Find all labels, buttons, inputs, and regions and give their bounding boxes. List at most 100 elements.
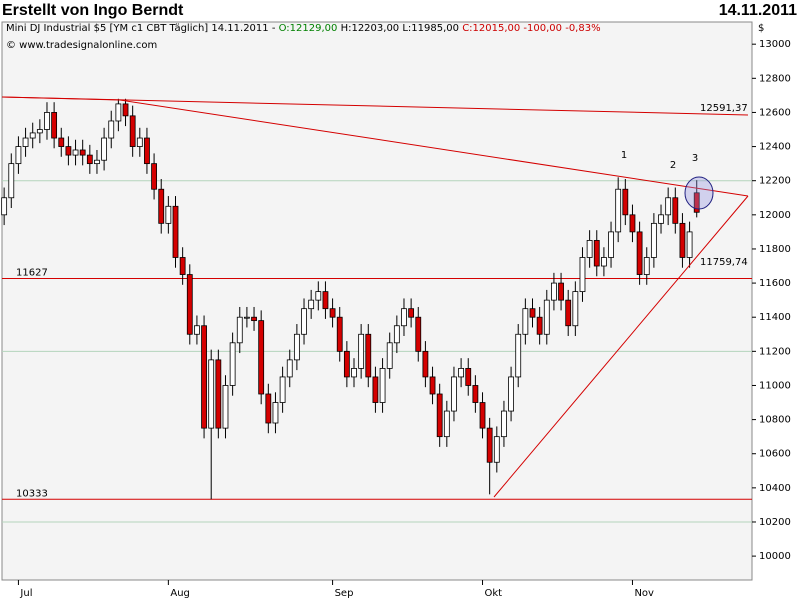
candle-body bbox=[551, 282, 557, 301]
candle-body bbox=[172, 205, 179, 258]
candle-body bbox=[1, 197, 8, 216]
candle-body bbox=[236, 316, 243, 344]
candle-body bbox=[479, 402, 486, 429]
wave-label: 1 bbox=[621, 150, 627, 161]
y-tick-label: 12000 bbox=[759, 210, 791, 221]
candle-body bbox=[151, 163, 157, 190]
candle-body bbox=[693, 192, 700, 213]
candle-body bbox=[586, 240, 593, 258]
candle-body bbox=[501, 410, 507, 438]
candle-body bbox=[194, 325, 200, 335]
x-tick-label: Sep bbox=[335, 588, 354, 599]
candle-body bbox=[286, 359, 293, 378]
candle-body bbox=[658, 214, 664, 224]
candle-body bbox=[129, 115, 136, 147]
candle-body bbox=[465, 368, 472, 386]
candle-body bbox=[543, 299, 550, 335]
candle-body bbox=[308, 299, 315, 310]
candle-body bbox=[29, 132, 36, 139]
y-tick-label: 11400 bbox=[759, 312, 791, 323]
candle-body bbox=[15, 146, 22, 165]
y-tick-label: 11200 bbox=[759, 346, 791, 357]
info-part: H:12203,00 L:11985,00 bbox=[337, 23, 462, 34]
y-tick-label: 11000 bbox=[759, 380, 791, 391]
candle-body bbox=[108, 120, 115, 139]
candle-body bbox=[458, 368, 465, 378]
trendline bbox=[1, 96, 121, 101]
candle-body bbox=[322, 291, 329, 310]
trendline bbox=[493, 195, 749, 498]
candle-body bbox=[686, 231, 693, 258]
candle-body bbox=[36, 129, 43, 134]
currency: $ bbox=[758, 23, 764, 34]
candle-body bbox=[643, 257, 650, 275]
candle-body bbox=[572, 291, 579, 327]
y-tick-label: 10600 bbox=[759, 449, 791, 460]
candle-body bbox=[422, 350, 429, 378]
info-part: O:12129,00 bbox=[279, 23, 338, 34]
candle-body bbox=[179, 257, 186, 275]
candle-body bbox=[79, 149, 86, 156]
chart-date: 14.11.2011 bbox=[719, 2, 797, 19]
candle-body bbox=[379, 368, 386, 403]
candle-body bbox=[336, 316, 343, 352]
candle-body bbox=[415, 316, 422, 352]
candle-body bbox=[579, 257, 586, 293]
x-tick-label: Nov bbox=[634, 588, 654, 599]
candle-body bbox=[279, 376, 286, 403]
y-tick-label: 10000 bbox=[759, 551, 791, 562]
candle-body bbox=[565, 299, 572, 327]
candle-body bbox=[186, 274, 193, 335]
candle-body bbox=[636, 231, 643, 275]
level-label: 10333 bbox=[16, 488, 48, 499]
candle-body bbox=[72, 149, 79, 156]
instrument-info: Mini DJ Industrial $5 [YM c1 CBT Täglich… bbox=[6, 23, 601, 34]
candle-body bbox=[201, 325, 207, 429]
candle-body bbox=[672, 197, 679, 224]
candle-body bbox=[44, 112, 50, 130]
candle-body bbox=[329, 308, 336, 318]
wave-label: 3 bbox=[692, 153, 698, 164]
candle-body bbox=[301, 308, 307, 335]
highlight-circle bbox=[684, 176, 714, 210]
candle-body bbox=[393, 325, 400, 344]
x-tick-label: Okt bbox=[485, 588, 503, 599]
candle-body bbox=[665, 197, 672, 216]
candle-body bbox=[86, 154, 93, 165]
candle-body bbox=[65, 146, 72, 156]
copyright: © www.tradesignalonline.com bbox=[6, 40, 157, 51]
candle-body bbox=[558, 282, 564, 301]
candle-body bbox=[650, 222, 657, 258]
candle-body bbox=[158, 188, 165, 224]
candle-body bbox=[443, 410, 450, 438]
trend-label: 11759,74 bbox=[700, 257, 748, 268]
info-part: C:12015,00 -100,00 -0,83% bbox=[462, 23, 600, 34]
candle-body bbox=[493, 436, 500, 463]
candle-body bbox=[365, 333, 372, 378]
y-tick-label: 10800 bbox=[759, 415, 791, 426]
y-tick-label: 10400 bbox=[759, 483, 791, 494]
candle-body bbox=[122, 103, 129, 117]
candle-body bbox=[222, 385, 229, 429]
candle-body bbox=[429, 376, 436, 395]
candle-body bbox=[244, 316, 250, 319]
candle-body bbox=[258, 320, 265, 395]
candle-body bbox=[144, 137, 150, 165]
y-tick-label: 12600 bbox=[759, 107, 791, 118]
candle-body bbox=[679, 222, 686, 258]
candle-body bbox=[522, 308, 529, 335]
candle-body bbox=[229, 342, 236, 386]
candle-body bbox=[351, 368, 357, 378]
candle-body bbox=[165, 205, 172, 224]
trendline bbox=[1, 96, 749, 116]
candle-body bbox=[536, 316, 543, 335]
candle-body bbox=[615, 188, 622, 233]
candle-body bbox=[94, 159, 100, 165]
candle-body bbox=[58, 137, 65, 147]
candle-body bbox=[386, 342, 393, 369]
candle-body bbox=[358, 333, 365, 369]
candle-body bbox=[265, 393, 272, 424]
info-part: Mini DJ Industrial $5 [YM c1 CBT Täglich… bbox=[6, 23, 279, 34]
candle-body bbox=[372, 376, 379, 403]
